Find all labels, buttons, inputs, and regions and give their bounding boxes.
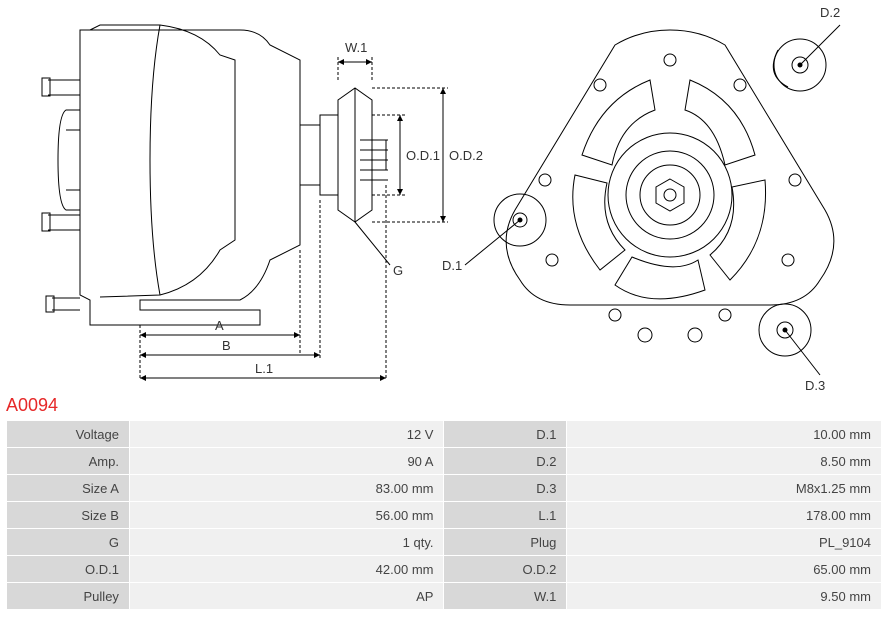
spec-value: 1 qty.: [130, 529, 444, 555]
spec-value: 65.00 mm: [567, 556, 881, 582]
side-view: W.1 O.D.1 O.D.2 G: [42, 25, 483, 380]
svg-text:L.1: L.1: [255, 361, 273, 376]
technical-drawing-svg: W.1 O.D.1 O.D.2 G: [0, 0, 889, 400]
spec-label: Amp.: [7, 448, 129, 474]
svg-text:B: B: [222, 338, 231, 353]
table-row: Amp.90 AD.28.50 mm: [7, 448, 881, 474]
table-row: O.D.142.00 mmO.D.265.00 mm: [7, 556, 881, 582]
spec-value: 178.00 mm: [567, 502, 881, 528]
spec-value: AP: [130, 583, 444, 609]
spec-label: O.D.1: [7, 556, 129, 582]
spec-value: M8x1.25 mm: [567, 475, 881, 501]
table-row: Size A83.00 mmD.3M8x1.25 mm: [7, 475, 881, 501]
page-root: W.1 O.D.1 O.D.2 G: [0, 0, 889, 623]
svg-text:D.2: D.2: [820, 5, 840, 20]
pulley-group: [300, 88, 388, 222]
spec-label: W.1: [444, 583, 566, 609]
spec-label: O.D.2: [444, 556, 566, 582]
spec-label: Size A: [7, 475, 129, 501]
svg-text:G: G: [393, 263, 403, 278]
part-id: A0094: [6, 395, 58, 416]
table-row: G1 qty.PlugPL_9104: [7, 529, 881, 555]
spec-label: Pulley: [7, 583, 129, 609]
spec-value: 8.50 mm: [567, 448, 881, 474]
spec-label: G: [7, 529, 129, 555]
spec-label: Plug: [444, 529, 566, 555]
table-row: Voltage12 VD.110.00 mm: [7, 421, 881, 447]
svg-text:W.1: W.1: [345, 40, 367, 55]
svg-text:O.D.2: O.D.2: [449, 148, 483, 163]
svg-text:D.3: D.3: [805, 378, 825, 393]
spec-label: L.1: [444, 502, 566, 528]
spec-value: 42.00 mm: [130, 556, 444, 582]
spec-value: 9.50 mm: [567, 583, 881, 609]
spec-value: 56.00 mm: [130, 502, 444, 528]
table-row: Size B56.00 mmL.1178.00 mm: [7, 502, 881, 528]
spec-label: D.2: [444, 448, 566, 474]
spec-label: Voltage: [7, 421, 129, 447]
spec-value: 90 A: [130, 448, 444, 474]
spec-label: D.3: [444, 475, 566, 501]
spec-value: PL_9104: [567, 529, 881, 555]
diagram-area: W.1 O.D.1 O.D.2 G: [0, 0, 889, 400]
spec-value: 83.00 mm: [130, 475, 444, 501]
svg-text:O.D.1: O.D.1: [406, 148, 440, 163]
svg-text:D.1: D.1: [442, 258, 462, 273]
table-row: PulleyAPW.19.50 mm: [7, 583, 881, 609]
spec-label: Size B: [7, 502, 129, 528]
front-view: D.1 D.2 D.3: [442, 5, 840, 393]
spec-table: Voltage12 VD.110.00 mmAmp.90 AD.28.50 mm…: [6, 420, 882, 610]
svg-text:A: A: [215, 318, 224, 333]
spec-value: 10.00 mm: [567, 421, 881, 447]
spec-value: 12 V: [130, 421, 444, 447]
spec-label: D.1: [444, 421, 566, 447]
